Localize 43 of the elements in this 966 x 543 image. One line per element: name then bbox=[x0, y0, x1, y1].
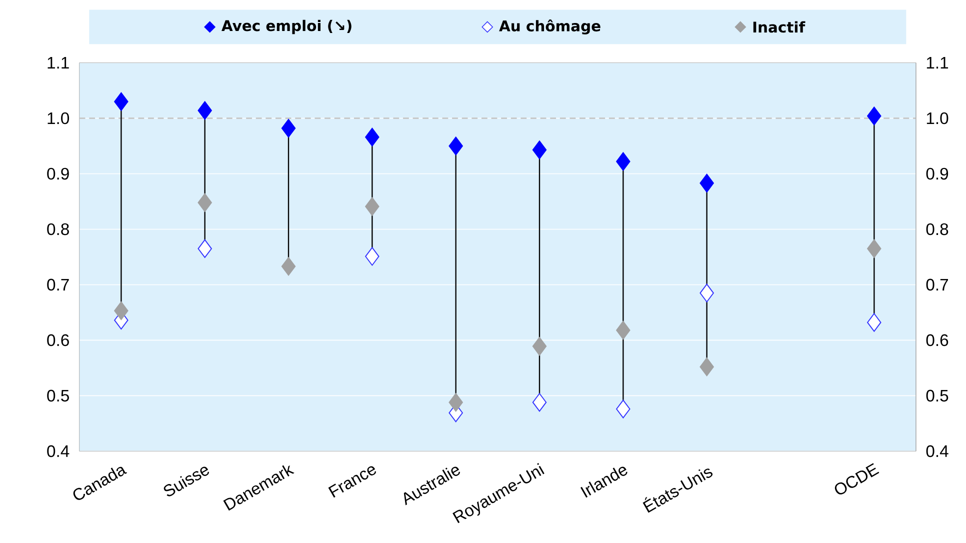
point bbox=[114, 301, 128, 320]
y2-tick-label: 1.0 bbox=[926, 112, 948, 124]
legend-label: Au chômage bbox=[499, 19, 600, 34]
point bbox=[448, 136, 463, 156]
point bbox=[616, 152, 630, 171]
y2-tick-label: 0.7 bbox=[926, 278, 948, 290]
point bbox=[198, 239, 212, 258]
y-tick-label: 0.8 bbox=[47, 223, 69, 235]
point bbox=[700, 174, 714, 192]
y2-tick-label: 0.9 bbox=[926, 168, 948, 180]
point bbox=[448, 392, 463, 412]
point bbox=[867, 239, 882, 258]
point bbox=[365, 246, 380, 266]
y-tick-label: 0.4 bbox=[47, 445, 70, 457]
legend-label: Avec emploi (↘) bbox=[222, 20, 352, 34]
legend-label: Inactif bbox=[753, 21, 806, 32]
y-tick-label: 0.6 bbox=[47, 334, 69, 346]
point bbox=[867, 106, 882, 126]
point bbox=[198, 101, 212, 120]
y2-tick-label: 0.8 bbox=[926, 223, 948, 235]
point bbox=[532, 392, 547, 412]
point bbox=[198, 193, 212, 212]
point bbox=[365, 196, 380, 216]
point bbox=[700, 357, 714, 376]
point bbox=[532, 140, 547, 160]
point bbox=[281, 118, 296, 138]
y-tick-label: 0.5 bbox=[47, 390, 69, 402]
point bbox=[616, 400, 630, 418]
y2-tick-label: 0.4 bbox=[926, 445, 948, 457]
point bbox=[532, 336, 547, 356]
y2-tick-label: 1.1 bbox=[926, 56, 948, 68]
point bbox=[616, 320, 630, 340]
point bbox=[281, 256, 296, 276]
point bbox=[700, 284, 714, 302]
y2-tick-label: 0.6 bbox=[926, 334, 948, 346]
y-tick-label: 0.7 bbox=[47, 278, 69, 290]
point bbox=[114, 92, 128, 111]
y-tick-label: 1.0 bbox=[48, 112, 70, 124]
point bbox=[365, 128, 380, 146]
y-tick-label: 1.1 bbox=[48, 56, 69, 68]
y2-tick-label: 0.5 bbox=[926, 390, 948, 402]
point bbox=[867, 312, 882, 332]
y-tick-label: 0.9 bbox=[47, 168, 69, 180]
